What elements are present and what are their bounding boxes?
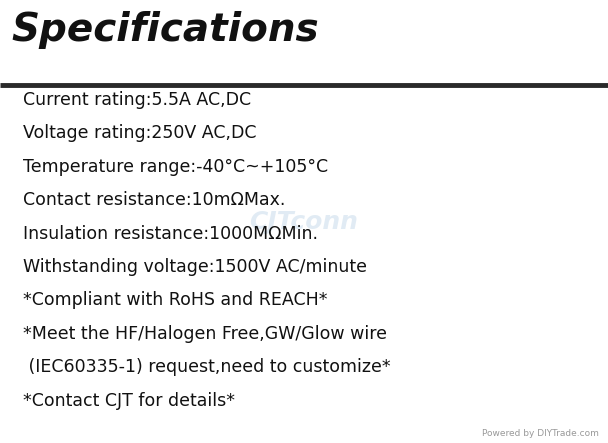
Text: CJTconn: CJTconn [249, 210, 359, 233]
Text: Insulation resistance:1000MΩMin.: Insulation resistance:1000MΩMin. [23, 225, 318, 243]
Text: Specifications: Specifications [11, 11, 319, 49]
Text: *Contact CJT for details*: *Contact CJT for details* [23, 392, 235, 410]
Text: *Meet the HF/Halogen Free,GW/Glow wire: *Meet the HF/Halogen Free,GW/Glow wire [23, 325, 387, 343]
Text: (IEC60335-1) request,need to customize*: (IEC60335-1) request,need to customize* [23, 358, 391, 377]
Text: *Compliant with RoHS and REACH*: *Compliant with RoHS and REACH* [23, 291, 328, 310]
Text: Withstanding voltage:1500V AC/minute: Withstanding voltage:1500V AC/minute [23, 258, 367, 276]
Text: Voltage rating:250V AC,DC: Voltage rating:250V AC,DC [23, 124, 257, 142]
Text: Contact resistance:10mΩMax.: Contact resistance:10mΩMax. [23, 191, 286, 209]
Text: Temperature range:-40°C~+105°C: Temperature range:-40°C~+105°C [23, 158, 328, 176]
Text: Current rating:5.5A AC,DC: Current rating:5.5A AC,DC [23, 91, 251, 109]
Text: Powered by DIYTrade.com: Powered by DIYTrade.com [482, 429, 599, 438]
